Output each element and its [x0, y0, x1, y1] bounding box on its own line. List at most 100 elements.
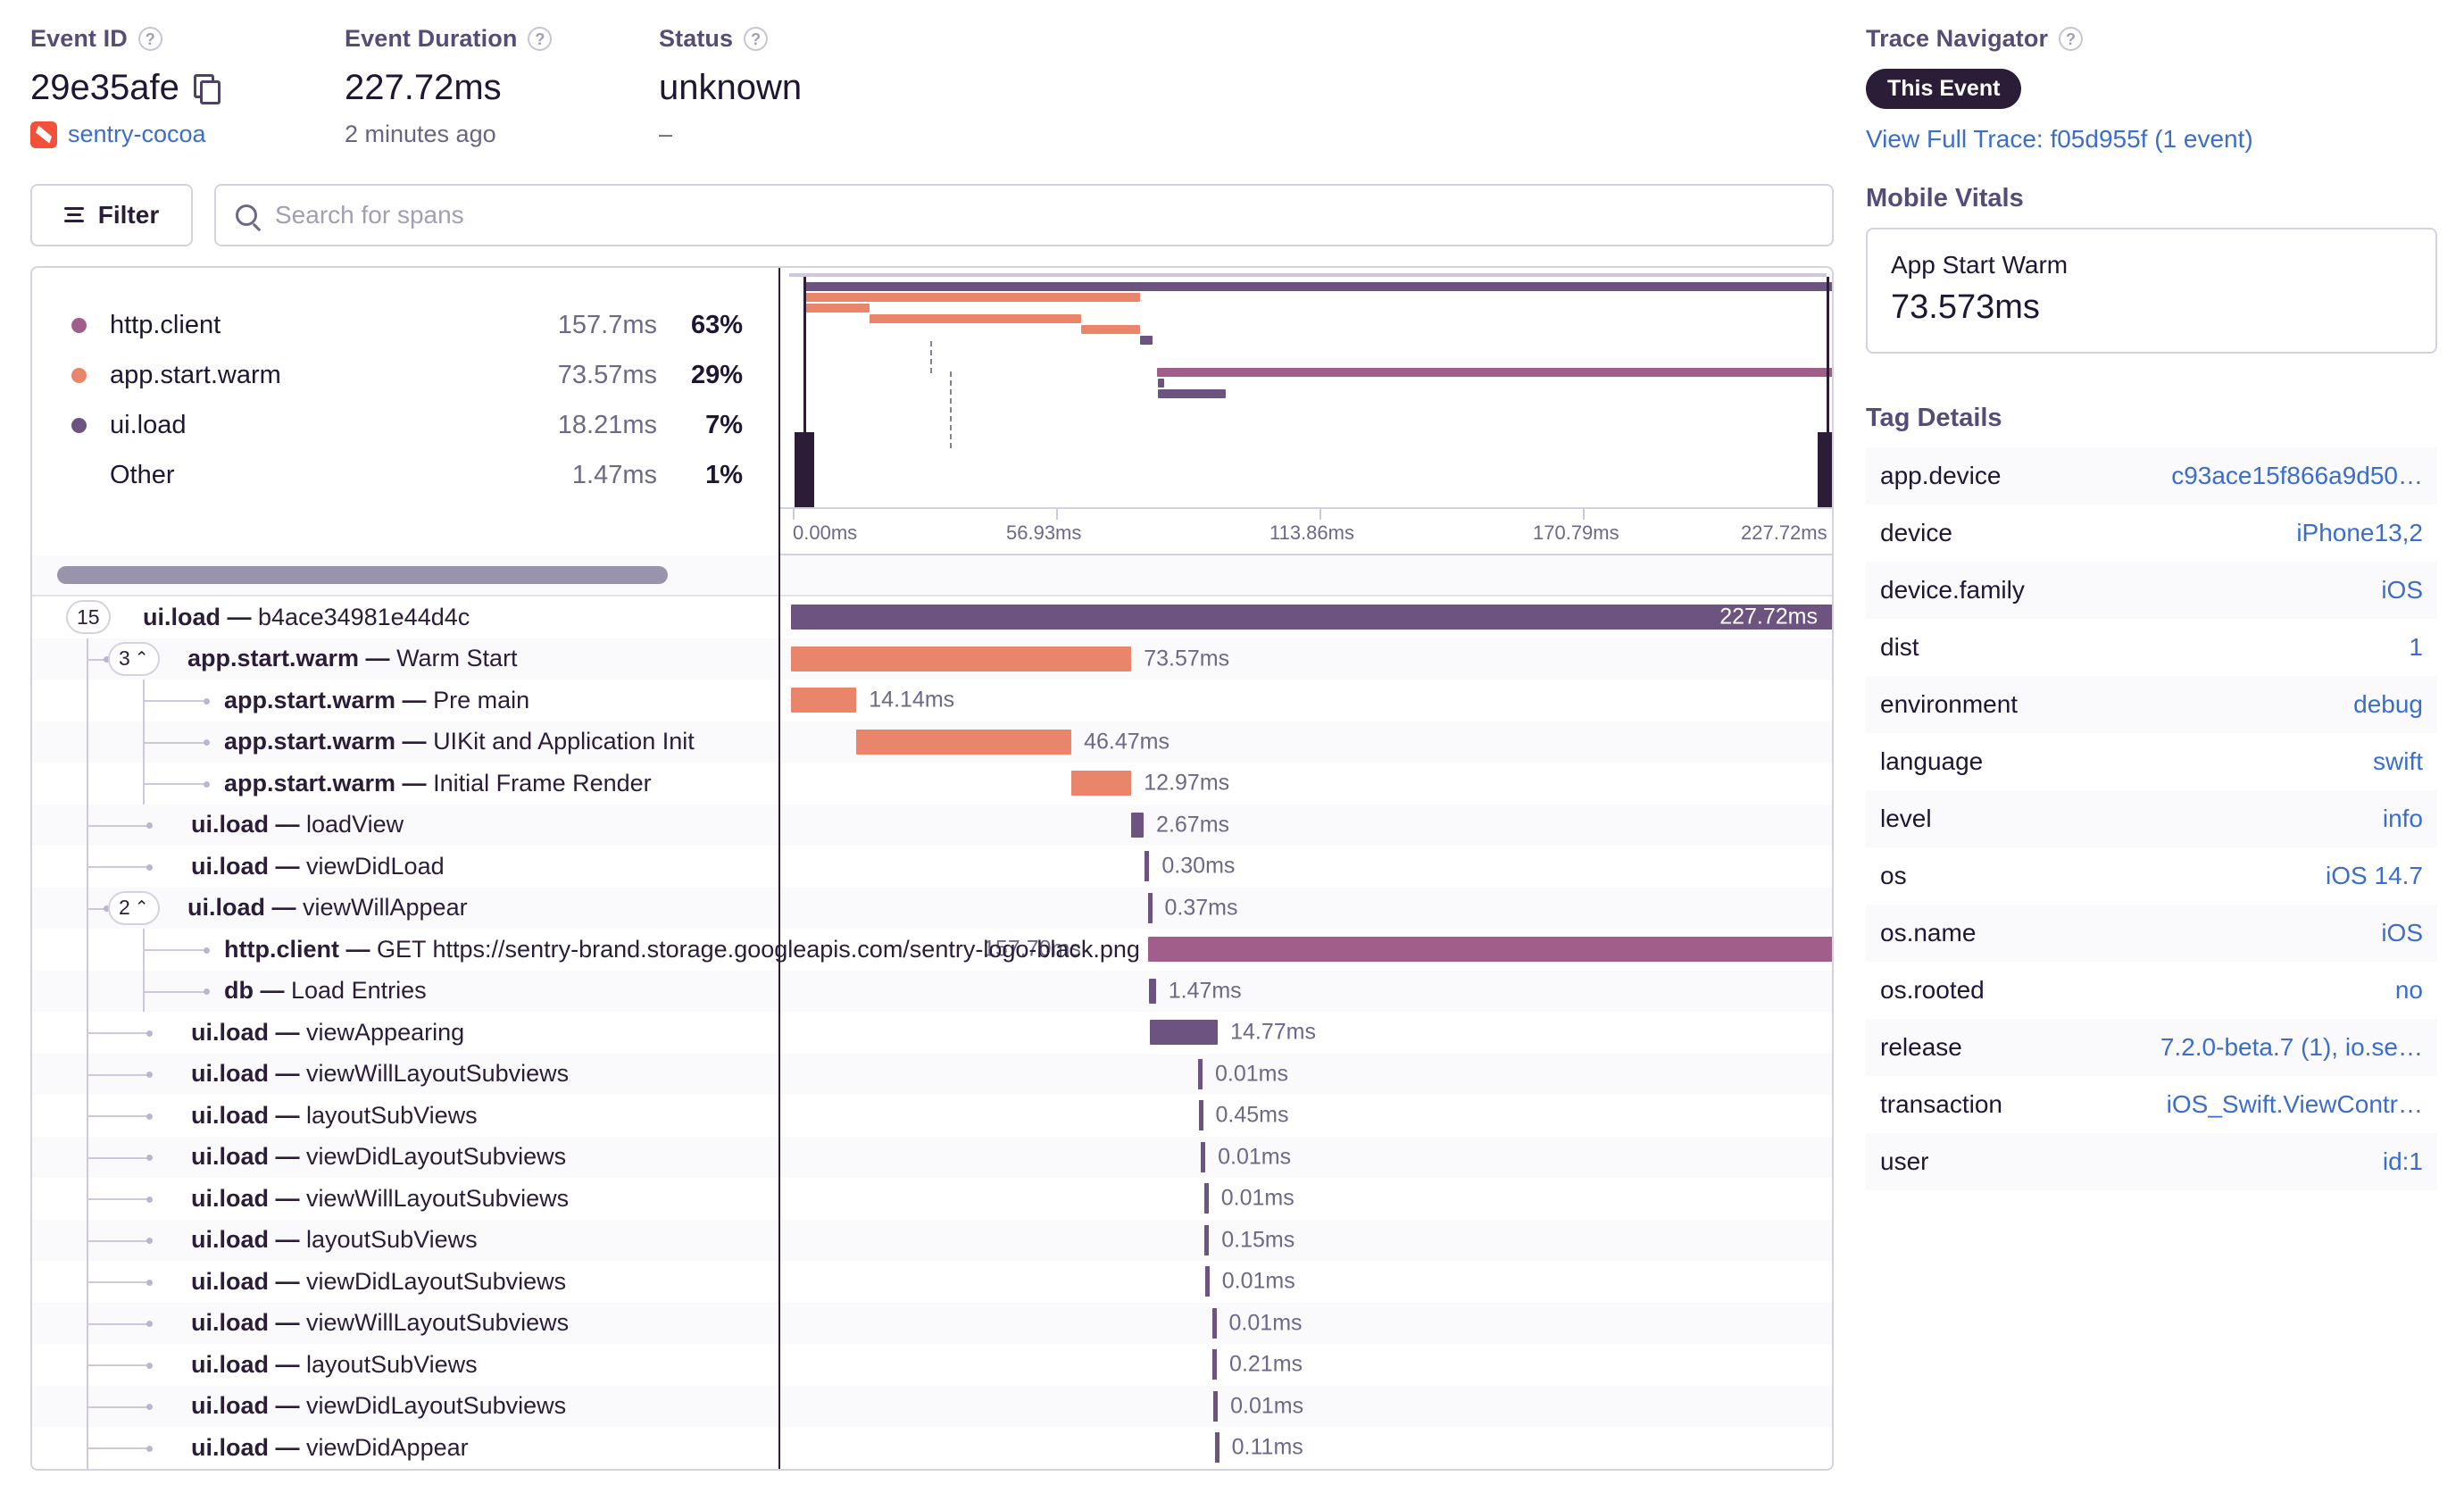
span-duration-bar[interactable]: [1203, 1183, 1209, 1214]
span-duration-bar[interactable]: [1149, 978, 1156, 1004]
tag-row[interactable]: device.family iOS: [1866, 562, 2437, 619]
span-title: ui.load — b4ace34981e44d4c: [143, 604, 470, 631]
tag-value[interactable]: iPhone13,2: [2296, 519, 2423, 546]
span-duration-label: 0.21ms: [1229, 1351, 1303, 1377]
tag-row[interactable]: os.rooted no: [1866, 962, 2437, 1019]
span-row[interactable]: ui.load — layoutSubViews 0.45ms: [32, 1095, 1832, 1137]
tag-row[interactable]: dist 1: [1866, 619, 2437, 676]
span-row[interactable]: ui.load — loadView 2.67ms: [32, 804, 1832, 846]
tag-row[interactable]: app.device c93ace15f866a9d50…: [1866, 447, 2437, 505]
view-full-trace-link[interactable]: View Full Trace: f05d955f (1 event): [1866, 125, 2253, 153]
span-duration-bar[interactable]: [1145, 851, 1150, 882]
span-children-count-badge[interactable]: 3 ⌃: [108, 641, 160, 676]
this-event-pill[interactable]: This Event: [1866, 69, 2022, 109]
help-icon[interactable]: ?: [528, 27, 553, 51]
trace-minimap[interactable]: [778, 268, 1832, 507]
span-row[interactable]: ui.load — viewAppearing 14.77ms: [32, 1012, 1832, 1054]
span-duration-bar[interactable]: [791, 688, 857, 713]
span-row[interactable]: ui.load — viewWillLayoutSubviews 0.01ms: [32, 1302, 1832, 1344]
tag-row[interactable]: release 7.2.0-beta.7 (1), io.se…: [1866, 1019, 2437, 1076]
span-duration-bar[interactable]: [1149, 1020, 1219, 1046]
sdk-link[interactable]: sentry-cocoa: [68, 121, 206, 147]
span-row[interactable]: 15 ui.load — b4ace34981e44d4c 227.72ms: [32, 596, 1832, 638]
span-row[interactable]: 3 ⌃ app.start.warm — Warm Start 73.57ms: [32, 638, 1832, 680]
time-axis: 0.00ms 56.93ms 113.86ms 170.79ms 227.72ms: [780, 507, 1832, 555]
span-children-count-badge[interactable]: 2 ⌃: [108, 890, 160, 925]
span-duration-bar[interactable]: [1214, 1432, 1220, 1464]
span-row[interactable]: ui.load — layoutSubViews 0.15ms: [32, 1219, 1832, 1261]
tag-value[interactable]: 1: [2409, 633, 2423, 661]
span-duration-bar[interactable]: [1204, 1224, 1210, 1255]
scrollbar-thumb[interactable]: [57, 566, 668, 584]
tag-row[interactable]: os.name iOS: [1866, 905, 2437, 962]
tag-value[interactable]: c93ace15f866a9d50…: [2171, 462, 2423, 489]
span-row[interactable]: ui.load — viewDidLayoutSubviews 0.01ms: [32, 1385, 1832, 1428]
span-row[interactable]: app.start.warm — Initial Frame Render 12.…: [32, 763, 1832, 805]
span-row[interactable]: ui.load — viewWillLayoutSubviews 0.01ms: [32, 1053, 1832, 1095]
tag-value[interactable]: debug: [2353, 690, 2423, 718]
span-children-count-badge[interactable]: 15: [66, 600, 111, 635]
span-duration-bar[interactable]: [1148, 937, 1832, 963]
tag-row[interactable]: environment debug: [1866, 676, 2437, 733]
span-duration-bar[interactable]: [1213, 1390, 1219, 1422]
span-row[interactable]: ui.load — viewWillLayoutSubviews 0.01ms: [32, 1178, 1832, 1220]
span-row[interactable]: db — Load Entries 1.47ms: [32, 970, 1832, 1012]
tag-row[interactable]: os iOS 14.7: [1866, 847, 2437, 905]
tag-value[interactable]: id:1: [2382, 1147, 2423, 1175]
legend-item[interactable]: ui.load 18.21ms 7%: [32, 400, 778, 450]
span-duration-bar[interactable]: [1131, 812, 1145, 838]
tag-value[interactable]: 7.2.0-beta.7 (1), io.se…: [2160, 1033, 2423, 1061]
copy-icon[interactable]: [193, 74, 221, 104]
span-row[interactable]: ui.load — viewDidLayoutSubviews 0.01ms: [32, 1136, 1832, 1178]
span-duration-bar[interactable]: [1147, 892, 1153, 923]
legend-item[interactable]: Other 1.47ms 1%: [32, 450, 778, 500]
tag-value[interactable]: iOS: [2381, 576, 2423, 604]
search-box[interactable]: [214, 184, 1834, 246]
horizontal-scroll-row[interactable]: [32, 555, 1832, 596]
tag-value[interactable]: info: [2382, 805, 2423, 832]
span-duration-bar[interactable]: [1201, 1141, 1206, 1172]
span-row[interactable]: ui.load — layoutSubViews 0.21ms: [32, 1344, 1832, 1386]
tag-value[interactable]: swift: [2373, 747, 2423, 775]
mobile-vital-value: 73.573ms: [1891, 288, 2040, 326]
span-duration-bar[interactable]: [791, 605, 1832, 630]
span-row[interactable]: ui.load — viewDidLoad 0.30ms: [32, 846, 1832, 888]
span-duration-bar[interactable]: [791, 646, 1132, 671]
tag-row[interactable]: language swift: [1866, 733, 2437, 790]
span-duration-bar[interactable]: [856, 729, 1072, 755]
span-row[interactable]: app.start.warm — Pre main 14.14ms: [32, 680, 1832, 721]
badge-count: 15: [77, 605, 100, 629]
span-row-bar-cell: 0.01ms: [778, 1386, 1832, 1428]
help-icon[interactable]: ?: [2059, 27, 2084, 51]
tag-row[interactable]: level info: [1866, 790, 2437, 847]
tag-value[interactable]: iOS: [2381, 919, 2423, 947]
span-duration-bar[interactable]: [1211, 1307, 1217, 1339]
legend-item[interactable]: http.client 157.7ms 63%: [32, 300, 778, 350]
search-input[interactable]: [273, 200, 1812, 230]
span-row[interactable]: 2 ⌃ ui.load — viewWillAppear 0.37ms: [32, 887, 1832, 929]
help-icon[interactable]: ?: [137, 27, 162, 51]
span-duration-bar[interactable]: [1197, 1058, 1203, 1089]
tag-value[interactable]: iOS_Swift.ViewContr…: [2166, 1090, 2423, 1118]
span-duration-bar[interactable]: [1198, 1100, 1203, 1131]
minimap-handle-right[interactable]: [1818, 432, 1832, 507]
tag-row[interactable]: device iPhone13,2: [1866, 505, 2437, 562]
span-row[interactable]: http.client — GET https://sentry-brand.s…: [32, 929, 1832, 971]
help-icon[interactable]: ?: [744, 27, 769, 51]
span-duration-bar[interactable]: [1204, 1266, 1210, 1297]
horizontal-scrollbar[interactable]: [57, 566, 668, 584]
mobile-vital-card[interactable]: App Start Warm 73.573ms: [1866, 228, 2437, 354]
tag-value[interactable]: iOS 14.7: [2326, 862, 2423, 889]
tag-row[interactable]: transaction iOS_Swift.ViewContr…: [1866, 1076, 2437, 1133]
tag-row[interactable]: user id:1: [1866, 1133, 2437, 1190]
span-row[interactable]: ui.load — viewDidLayoutSubviews 0.01ms: [32, 1261, 1832, 1303]
span-row-label-cell: ui.load — viewWillLayoutSubviews: [32, 1302, 778, 1344]
filter-button[interactable]: Filter: [30, 184, 193, 246]
span-duration-label: 0.01ms: [1228, 1310, 1303, 1336]
span-row[interactable]: app.start.warm — UIKit and Application I…: [32, 721, 1832, 763]
span-duration-bar[interactable]: [1212, 1349, 1218, 1380]
legend-item[interactable]: app.start.warm 73.57ms 29%: [32, 350, 778, 400]
tag-value[interactable]: no: [2394, 976, 2423, 1004]
span-duration-bar[interactable]: [1071, 771, 1132, 797]
span-row[interactable]: ui.load — viewDidAppear 0.11ms: [32, 1427, 1832, 1469]
